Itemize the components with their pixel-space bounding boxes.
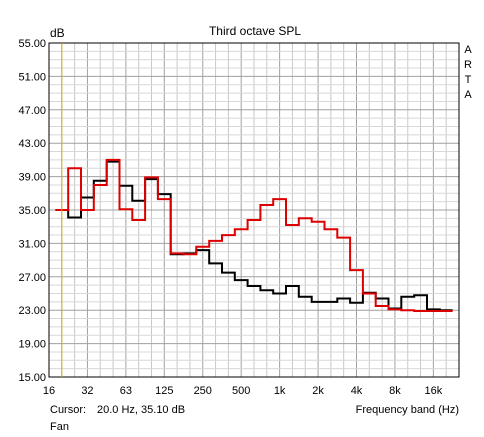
cursor-label: Cursor: [50, 404, 86, 416]
y-tick-labels: 15.00 19.00 23.00 27.00 31.00 35.00 39.00 43.00… [18, 38, 46, 384]
series-line-1 [55, 158, 453, 312]
x-tick-label: 2k [312, 385, 324, 397]
x-tick-label: 32 [81, 385, 93, 397]
y-tick-label: 19.00 [18, 339, 46, 351]
y-tick-label: 47.00 [18, 105, 46, 117]
x-tick-labels: 16 32 63 125 250 500 1k 2k 4k 8k 16k [43, 385, 443, 397]
x-tick-label: 1k [274, 385, 286, 397]
plot-frame [48, 42, 460, 378]
side-letter: T [465, 74, 472, 86]
grid [49, 43, 459, 377]
y-tick-label: 39.00 [18, 172, 46, 184]
x-tick-label: 4k [351, 385, 363, 397]
chart-caption: Fan [50, 421, 69, 433]
y-tick-label: 55.00 [18, 38, 46, 50]
y-axis-label: dB [50, 26, 65, 40]
y-tick-label: 43.00 [18, 138, 46, 150]
side-letter: A [464, 89, 472, 101]
x-tick-label: 250 [194, 385, 212, 397]
chart-title: Third octave SPL [209, 24, 301, 38]
x-tick-label: 500 [232, 385, 250, 397]
x-tick-label: 63 [120, 385, 132, 397]
x-tick-label: 16k [425, 385, 443, 397]
y-tick-label: 15.00 [18, 372, 46, 384]
y-tick-label: 51.00 [18, 71, 46, 83]
y-tick-label: 27.00 [18, 272, 46, 284]
y-tick-label: 31.00 [18, 238, 46, 250]
y-tick-label: 35.00 [18, 205, 46, 217]
series-group [55, 158, 453, 312]
y-tick-label: 23.00 [18, 305, 46, 317]
x-axis-label: Frequency band (Hz) [356, 404, 459, 416]
cursor-readout: 20.0 Hz, 35.10 dB [97, 404, 185, 416]
x-tick-label: 125 [155, 385, 173, 397]
side-letter: R [464, 59, 472, 71]
x-tick-label: 16 [43, 385, 55, 397]
side-letter: A [464, 44, 472, 56]
x-tick-label: 8k [389, 385, 401, 397]
